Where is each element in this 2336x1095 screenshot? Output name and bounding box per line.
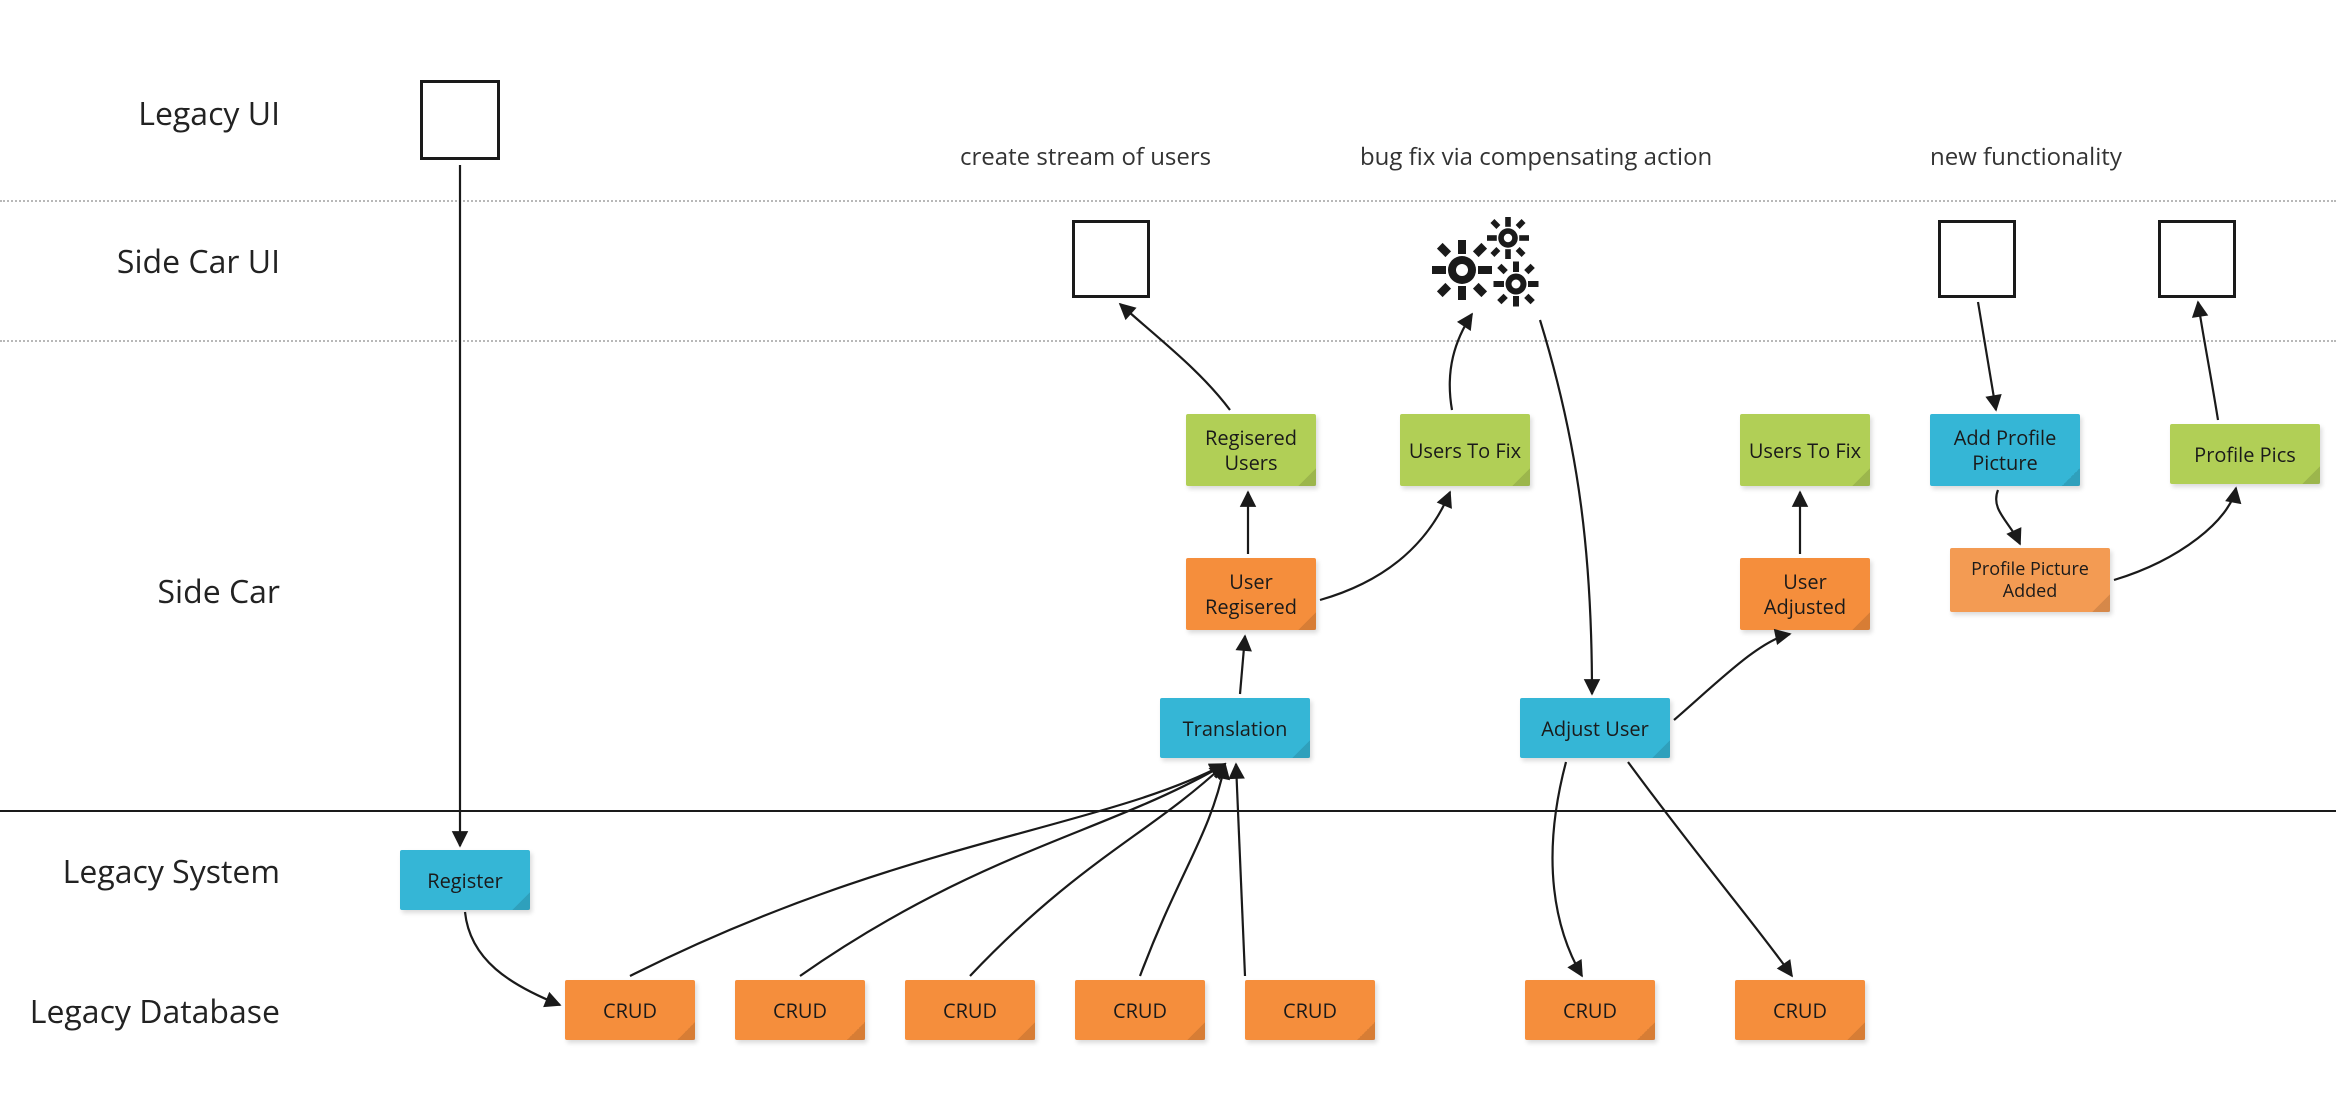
- sidecar-ui-box-3: [2158, 220, 2236, 298]
- e-adjust-crud7: [1628, 762, 1792, 976]
- e-profileadded-profilepics: [2114, 488, 2236, 580]
- node-crud-2: CRUD: [735, 980, 865, 1040]
- sidecar-ui-box-2: [1938, 220, 2016, 298]
- node-translation: Translation: [1160, 698, 1310, 758]
- node-label: Adjust User: [1541, 716, 1649, 741]
- e-adjust-useradj: [1674, 634, 1790, 720]
- node-crud-3: CRUD: [905, 980, 1035, 1040]
- e-crud3-trans: [970, 764, 1225, 976]
- caption-new-func: new functionality: [1930, 140, 2122, 173]
- e-regusers-box1: [1120, 304, 1230, 410]
- node-label: CRUD: [943, 998, 997, 1023]
- row-label-side-car: Side Car: [20, 570, 280, 613]
- e-crud4-trans: [1140, 764, 1225, 976]
- node-label: Translation: [1183, 716, 1288, 741]
- node-registered-users: Regisered Users: [1186, 414, 1316, 486]
- e-addpic-profileadded: [1996, 490, 2020, 544]
- e-adjust-crud6: [1553, 762, 1582, 976]
- caption-create-stream: create stream of users: [960, 140, 1211, 173]
- node-crud-7: CRUD: [1735, 980, 1865, 1040]
- diagram-stage: Legacy UI Side Car UI Side Car Legacy Sy…: [0, 0, 2336, 1095]
- e-gears-adjust: [1540, 320, 1592, 694]
- node-label: Regisered Users: [1194, 425, 1308, 475]
- e-crud2-trans: [800, 764, 1225, 976]
- node-profile-picture-added: Profile Picture Added: [1950, 548, 2110, 612]
- node-users-to-fix-2: Users To Fix: [1740, 414, 1870, 486]
- node-users-to-fix-1: Users To Fix: [1400, 414, 1530, 486]
- e-userreg-userstofix1: [1320, 492, 1450, 600]
- e-crud5-trans: [1236, 764, 1245, 976]
- node-crud-5: CRUD: [1245, 980, 1375, 1040]
- e-register-crud1: [465, 912, 560, 1005]
- row-label-legacy-system: Legacy System: [20, 850, 280, 893]
- node-label: CRUD: [1563, 998, 1617, 1023]
- node-label: CRUD: [1773, 998, 1827, 1023]
- node-label: Users To Fix: [1409, 438, 1521, 463]
- row-label-side-car-ui: Side Car UI: [20, 240, 280, 283]
- node-label: Register: [427, 868, 503, 893]
- e-crud1-trans: [630, 764, 1225, 976]
- node-crud-6: CRUD: [1525, 980, 1655, 1040]
- legacy-ui-box: [420, 80, 500, 160]
- e-profilepics-box3: [2198, 302, 2218, 420]
- node-adjust-user: Adjust User: [1520, 698, 1670, 758]
- node-label: CRUD: [603, 998, 657, 1023]
- node-label: User Adjusted: [1748, 569, 1862, 619]
- node-profile-pics: Profile Pics: [2170, 424, 2320, 484]
- node-add-profile-pic: Add Profile Picture: [1930, 414, 2080, 486]
- row-label-legacy-database: Legacy Database: [20, 990, 280, 1033]
- node-label: CRUD: [1113, 998, 1167, 1023]
- node-crud-1: CRUD: [565, 980, 695, 1040]
- caption-bug-fix: bug fix via compensating action: [1360, 140, 1712, 173]
- node-label: User Regisered: [1194, 569, 1308, 619]
- node-label: Profile Picture Added: [1958, 558, 2102, 603]
- node-label: Add Profile Picture: [1938, 425, 2072, 475]
- node-label: Profile Pics: [2194, 442, 2296, 467]
- node-user-registered: User Regisered: [1186, 558, 1316, 630]
- divider-dotted-2: [0, 340, 2336, 342]
- row-label-legacy-ui: Legacy UI: [20, 92, 280, 135]
- node-crud-4: CRUD: [1075, 980, 1205, 1040]
- e-userstofix1-gears: [1450, 314, 1472, 410]
- divider-solid: [0, 810, 2336, 812]
- gears-icon: [1430, 210, 1550, 320]
- node-label: CRUD: [773, 998, 827, 1023]
- divider-dotted-1: [0, 200, 2336, 202]
- e-trans-userreg: [1240, 636, 1245, 694]
- node-label: Users To Fix: [1749, 438, 1861, 463]
- sidecar-ui-box-1: [1072, 220, 1150, 298]
- node-label: CRUD: [1283, 998, 1337, 1023]
- node-register: Register: [400, 850, 530, 910]
- e-box2-addpic: [1978, 302, 1996, 410]
- node-user-adjusted: User Adjusted: [1740, 558, 1870, 630]
